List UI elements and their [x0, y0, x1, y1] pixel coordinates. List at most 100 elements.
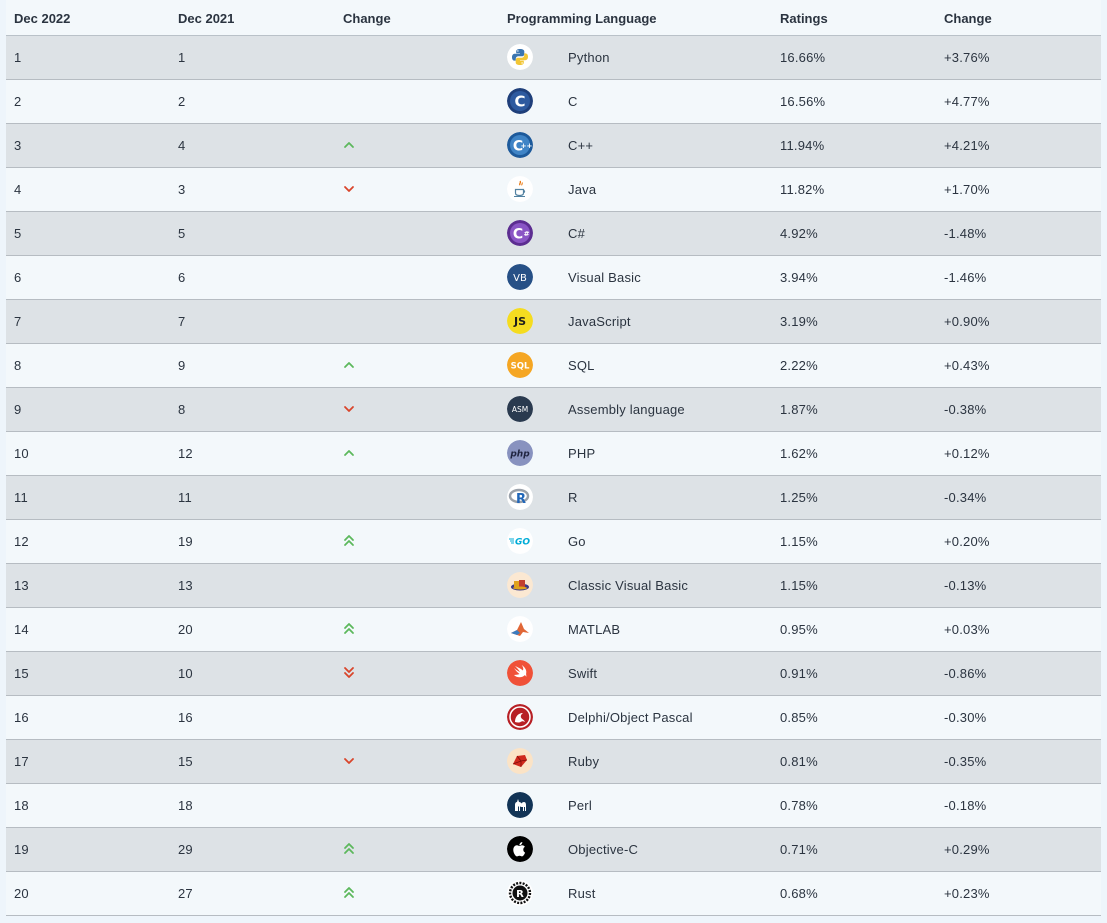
svg-text:SQL: SQL: [511, 362, 530, 372]
change-value: +0.20%: [944, 534, 990, 549]
language-name[interactable]: SQL: [568, 358, 595, 373]
javascript-icon: JS: [507, 308, 533, 334]
ruby-icon: [507, 748, 533, 774]
language-name[interactable]: C#: [568, 226, 586, 241]
rating-value: 0.91%: [780, 666, 818, 681]
rank-dec-2022: 18: [14, 798, 29, 813]
rank-dec-2021: 6: [178, 270, 186, 285]
table-row: 4 3 Java 11.82% +1.70%: [6, 168, 1101, 212]
table-row: 6 6 VB Visual Basic 3.94% -1.46%: [6, 256, 1101, 300]
rating-value: 0.78%: [780, 798, 818, 813]
language-name[interactable]: Ruby: [568, 754, 600, 769]
rating-value: 1.15%: [780, 534, 818, 549]
table-row: 9 8 ASM Assembly language 1.87% -0.38%: [6, 388, 1101, 432]
change-value: +0.43%: [944, 358, 990, 373]
language-name[interactable]: C: [568, 94, 578, 109]
language-name[interactable]: C++: [568, 138, 594, 153]
trend-up-icon: [343, 444, 355, 462]
header-language[interactable]: Programming Language: [507, 11, 657, 26]
table-row: 15 10 Swift 0.91% -0.86%: [6, 652, 1101, 696]
rating-value: 0.68%: [780, 886, 818, 901]
rank-dec-2022: 7: [14, 314, 22, 329]
table-row: 8 9 SQL SQL 2.22% +0.43%: [6, 344, 1101, 388]
language-name[interactable]: Objective-C: [568, 842, 639, 857]
trend-up-icon: [343, 356, 355, 374]
change-value: +0.29%: [944, 842, 990, 857]
rank-dec-2021: 1: [178, 50, 186, 65]
rating-value: 1.25%: [780, 490, 818, 505]
svg-text:VB: VB: [513, 273, 527, 284]
language-name[interactable]: Assembly language: [568, 402, 685, 417]
rating-value: 0.71%: [780, 842, 818, 857]
rank-dec-2021: 2: [178, 94, 186, 109]
tiobe-index-table: Dec 2022 Dec 2021 Change Programming Lan…: [6, 0, 1101, 916]
rank-dec-2021: 18: [178, 798, 193, 813]
language-name[interactable]: Swift: [568, 666, 598, 681]
svg-text:php: php: [509, 450, 530, 460]
language-name[interactable]: Python: [568, 50, 610, 65]
language-name[interactable]: PHP: [568, 446, 596, 461]
rating-value: 1.15%: [780, 578, 818, 593]
trend-down-icon: [343, 400, 355, 418]
language-name[interactable]: JavaScript: [568, 314, 631, 329]
table-row: 20 27 R Rust 0.68% +0.23%: [6, 872, 1101, 916]
language-name[interactable]: Go: [568, 534, 586, 549]
rating-value: 0.85%: [780, 710, 818, 725]
rank-dec-2022: 13: [14, 578, 29, 593]
rank-dec-2022: 6: [14, 270, 22, 285]
rank-dec-2022: 1: [14, 50, 22, 65]
language-name[interactable]: Java: [568, 182, 597, 197]
header-trend[interactable]: Change: [343, 11, 391, 26]
language-name[interactable]: Visual Basic: [568, 270, 641, 285]
swift-icon: [507, 660, 533, 686]
rating-value: 1.87%: [780, 402, 818, 417]
trend-up-icon: [343, 136, 355, 154]
header-change[interactable]: Change: [944, 11, 992, 26]
rank-dec-2022: 15: [14, 666, 29, 681]
header-dec-2021[interactable]: Dec 2021: [178, 11, 235, 26]
rating-value: 0.81%: [780, 754, 818, 769]
rank-dec-2021: 27: [178, 886, 193, 901]
trend-double-up-icon: [343, 532, 355, 550]
rank-dec-2021: 4: [178, 138, 186, 153]
rank-dec-2022: 20: [14, 886, 29, 901]
language-name[interactable]: R: [568, 490, 578, 505]
change-value: +1.70%: [944, 182, 990, 197]
table-row: 13 13 Classic Visual Basic 1.15% -0.13%: [6, 564, 1101, 608]
rank-dec-2021: 5: [178, 226, 186, 241]
trend-down-icon: [343, 752, 355, 770]
svg-text:R: R: [516, 492, 526, 507]
change-value: -0.38%: [944, 402, 987, 417]
change-value: -0.35%: [944, 754, 987, 769]
language-name[interactable]: Classic Visual Basic: [568, 578, 689, 593]
rank-dec-2021: 3: [178, 182, 186, 197]
change-value: +3.76%: [944, 50, 990, 65]
rank-dec-2021: 19: [178, 534, 193, 549]
language-name[interactable]: Delphi/Object Pascal: [568, 710, 693, 725]
rating-value: 16.56%: [780, 94, 826, 109]
header-ratings[interactable]: Ratings: [780, 11, 828, 26]
change-value: -0.13%: [944, 578, 987, 593]
rank-dec-2021: 15: [178, 754, 193, 769]
rust-icon: R: [507, 880, 533, 906]
svg-text:#: #: [524, 230, 530, 238]
rating-value: 2.22%: [780, 358, 818, 373]
table-row: 10 12 php PHP 1.62% +0.12%: [6, 432, 1101, 476]
rank-dec-2021: 10: [178, 666, 193, 681]
header-dec-2022[interactable]: Dec 2022: [14, 11, 71, 26]
language-name[interactable]: Perl: [568, 798, 592, 813]
trend-double-up-icon: [343, 884, 355, 902]
language-name[interactable]: Rust: [568, 886, 596, 901]
change-value: -0.34%: [944, 490, 987, 505]
c-icon: C: [507, 88, 533, 114]
table-row: 16 16 Delphi/Object Pascal 0.85% -0.30%: [6, 696, 1101, 740]
assembly-icon: ASM: [507, 396, 533, 422]
svg-text:C: C: [513, 227, 523, 243]
rating-value: 0.95%: [780, 622, 818, 637]
svg-text:C: C: [513, 139, 523, 155]
language-name[interactable]: MATLAB: [568, 622, 621, 637]
rating-value: 4.92%: [780, 226, 818, 241]
matlab-icon: [507, 616, 533, 642]
